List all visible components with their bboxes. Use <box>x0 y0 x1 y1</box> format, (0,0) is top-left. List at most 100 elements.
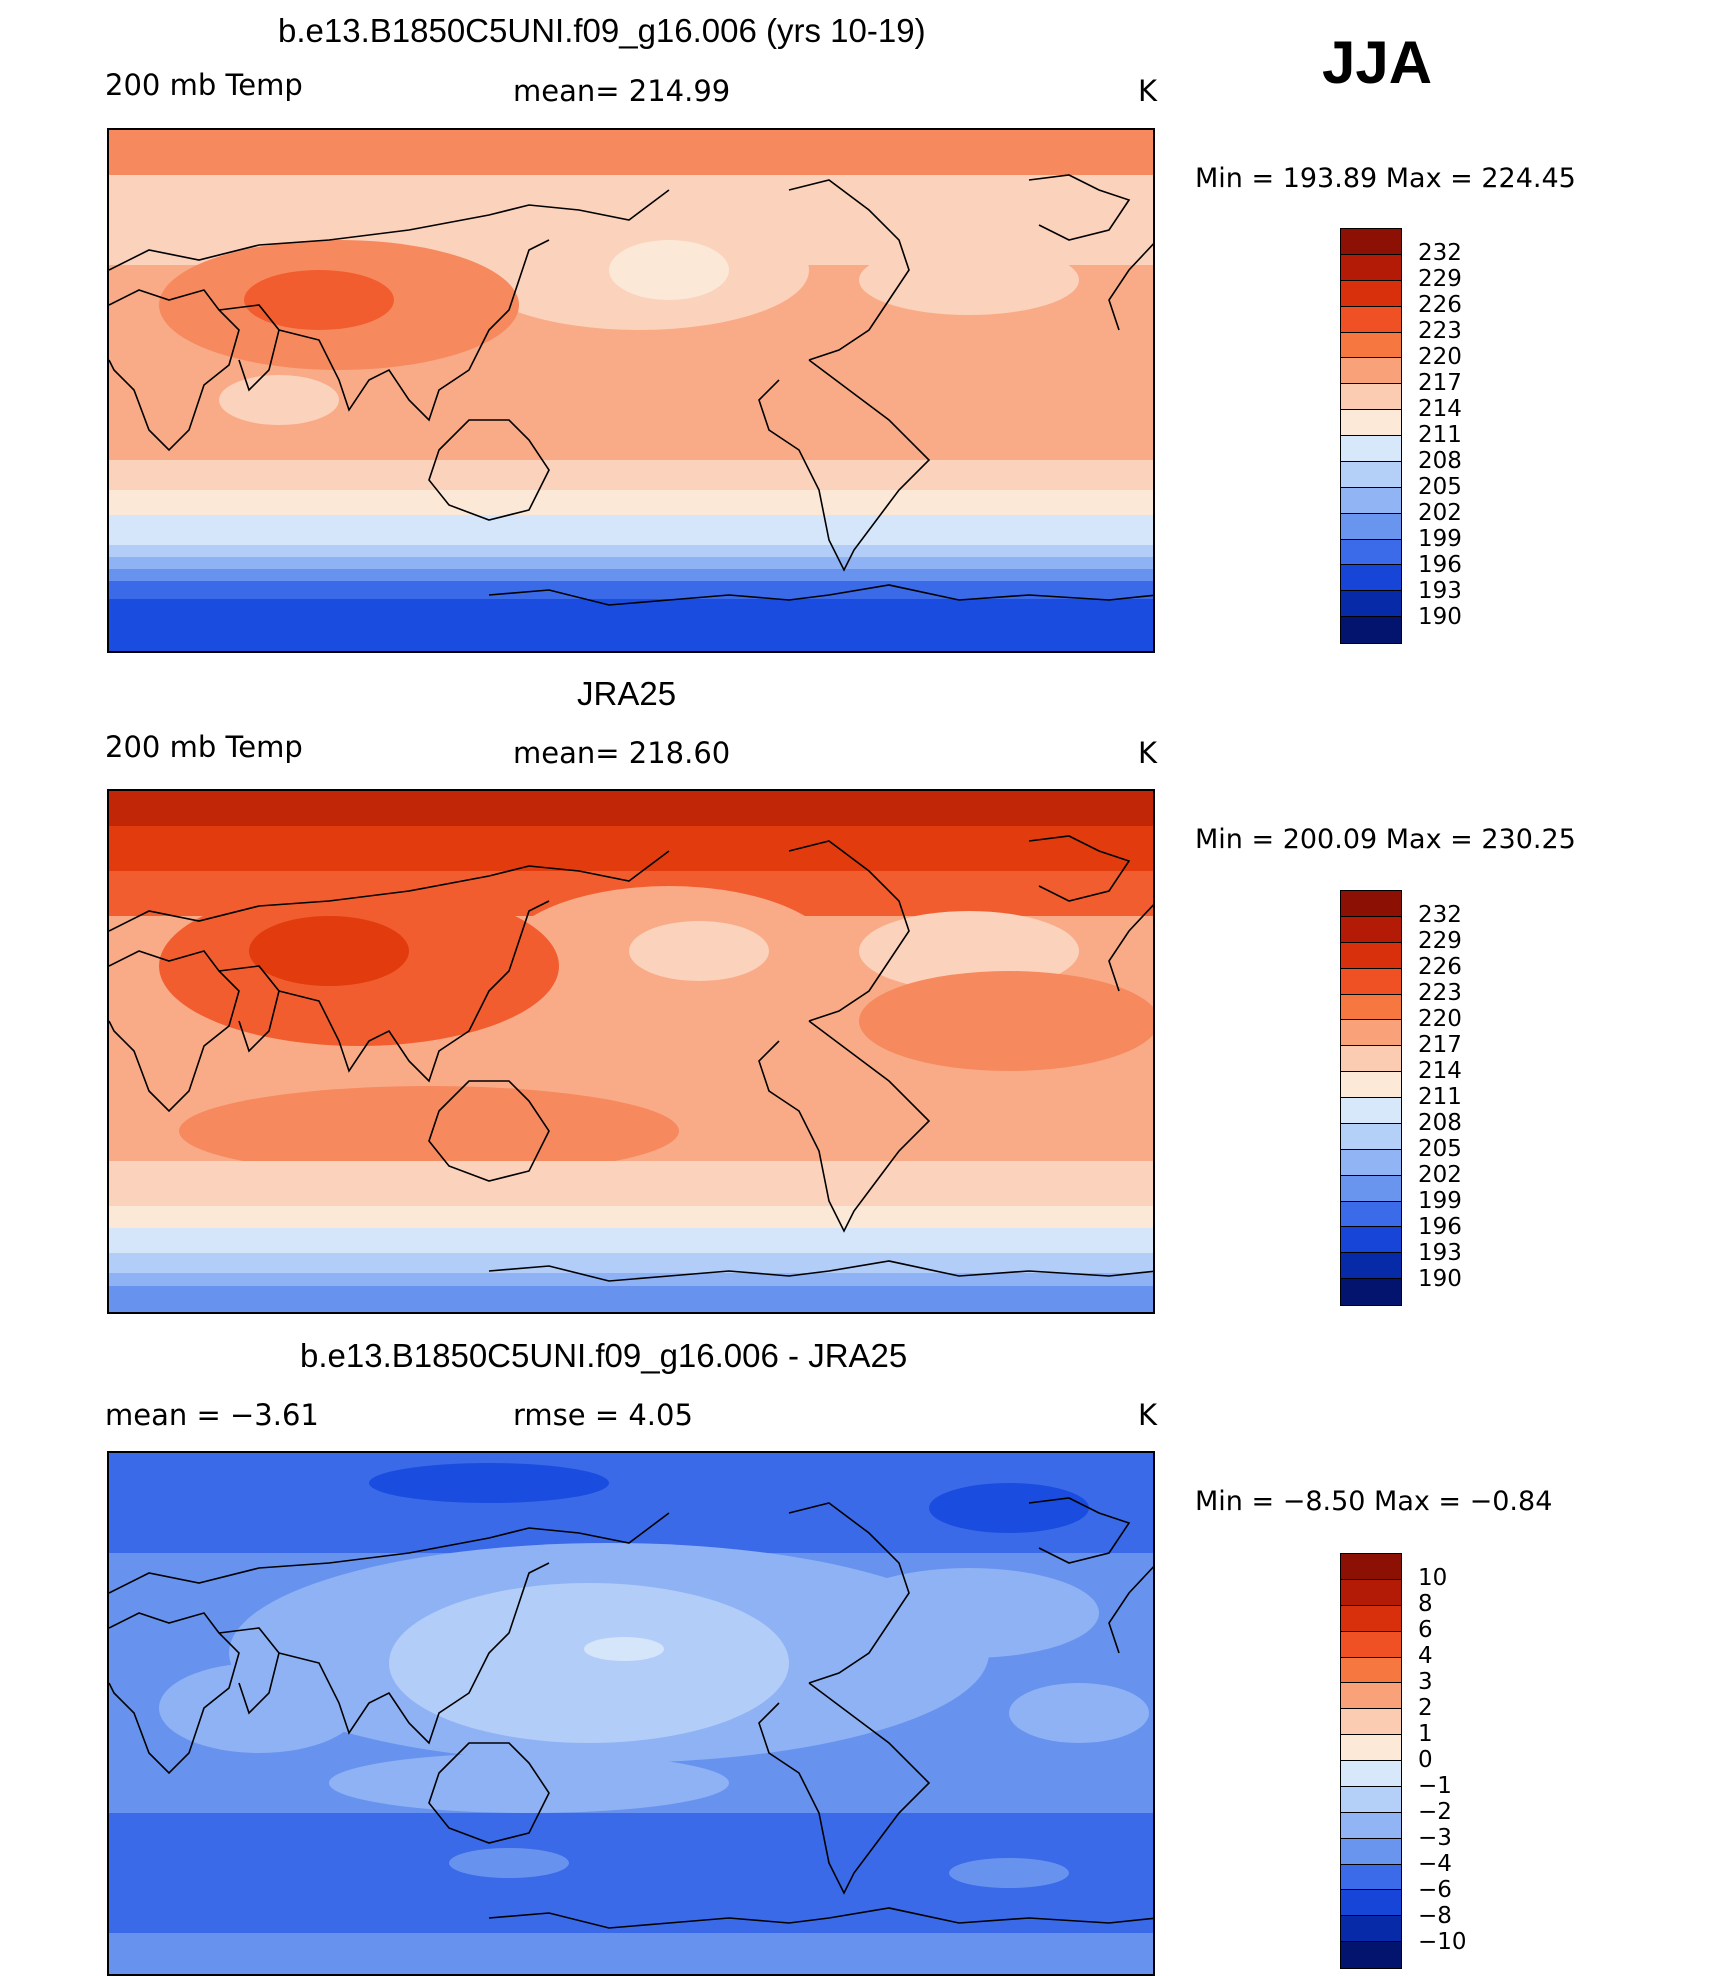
colorbar-segment <box>1341 1761 1401 1787</box>
colorbar-tick-label: 214 <box>1418 396 1462 422</box>
panel3-map <box>107 1451 1155 1976</box>
colorbar-tick-label: 232 <box>1418 902 1462 928</box>
colorbar-tick-label: −8 <box>1418 1903 1452 1929</box>
colorbar-tick-label: 199 <box>1418 526 1462 552</box>
colorbar-segment <box>1341 1605 1401 1632</box>
colorbar-tick-label: 193 <box>1418 578 1462 604</box>
colorbar-tick-label: 190 <box>1418 1266 1462 1292</box>
colorbar-tick-label: 196 <box>1418 552 1462 578</box>
colorbar-tick-label: 10 <box>1418 1565 1448 1591</box>
colorbar-segment <box>1341 916 1401 943</box>
colorbar-segment <box>1341 968 1401 995</box>
colorbar-tick-label: 8 <box>1418 1591 1433 1617</box>
colorbar-segment <box>1341 994 1401 1021</box>
colorbar-tick-label: 196 <box>1418 1214 1462 1240</box>
colorbar-segment <box>1341 1657 1401 1684</box>
colorbar-tick-label: 223 <box>1418 318 1462 344</box>
colorbar-tick-label: 223 <box>1418 980 1462 1006</box>
colorbar-tick-label: 6 <box>1418 1617 1433 1643</box>
colorbar-tick-label: 220 <box>1418 1006 1462 1032</box>
colorbar-tick-label: 229 <box>1418 266 1462 292</box>
colorbar-tick-label: 0 <box>1418 1747 1433 1773</box>
colorbar-segment <box>1341 1098 1401 1124</box>
colorbar-tick-label: −4 <box>1418 1851 1452 1877</box>
panel3-mean-label: mean = −3.61 <box>105 1398 319 1432</box>
colorbar-tick-label: 190 <box>1418 604 1462 630</box>
panel2-unit-label: K <box>1138 736 1158 770</box>
colorbar-segment <box>1341 513 1401 540</box>
panel3-colorbar <box>1340 1553 1402 1969</box>
colorbar-tick-label: 217 <box>1418 1032 1462 1058</box>
colorbar-segment <box>1341 1709 1401 1736</box>
colorbar-segment <box>1341 617 1401 643</box>
panel3-unit-label: K <box>1138 1398 1158 1432</box>
colorbar-segment <box>1341 410 1401 436</box>
panel2-map <box>107 789 1155 1314</box>
colorbar-segment <box>1341 1942 1401 1968</box>
colorbar-tick-label: 1 <box>1418 1721 1433 1747</box>
colorbar-segment <box>1341 1864 1401 1891</box>
colorbar-segment <box>1341 1123 1401 1150</box>
colorbar-tick-label: −6 <box>1418 1877 1452 1903</box>
panel1-min-max: Min = 193.89 Max = 224.45 <box>1195 163 1576 194</box>
colorbar-tick-label: 4 <box>1418 1643 1433 1669</box>
colorbar-tick-label: −3 <box>1418 1825 1452 1851</box>
panel1-colorbar <box>1340 228 1402 644</box>
colorbar-tick-label: 3 <box>1418 1669 1433 1695</box>
colorbar-segment <box>1341 1683 1401 1710</box>
colorbar-segment <box>1341 358 1401 385</box>
colorbar-segment <box>1341 1020 1401 1047</box>
colorbar-segment <box>1341 1175 1401 1202</box>
colorbar-segment <box>1341 1279 1401 1305</box>
panel2-mean-label: mean= 218.60 <box>513 736 731 770</box>
season-label: JJA <box>1322 29 1433 96</box>
colorbar-segment <box>1341 565 1401 592</box>
panel3-min-max: Min = −8.50 Max = −0.84 <box>1195 1486 1553 1517</box>
colorbar-segment <box>1341 1735 1401 1761</box>
colorbar-segment <box>1341 332 1401 359</box>
colorbar-segment <box>1341 1554 1401 1580</box>
colorbar-tick-label: 193 <box>1418 1240 1462 1266</box>
panel3-rmse-label: rmse = 4.05 <box>513 1398 693 1432</box>
colorbar-tick-label: 220 <box>1418 344 1462 370</box>
colorbar-segment <box>1341 1631 1401 1658</box>
colorbar-segment <box>1341 1201 1401 1228</box>
panel1-unit-label: K <box>1138 74 1158 108</box>
colorbar-tick-label: 217 <box>1418 370 1462 396</box>
colorbar-tick-label: 205 <box>1418 1136 1462 1162</box>
colorbar-tick-label: −2 <box>1418 1799 1452 1825</box>
panel3-title: b.e13.B1850C5UNI.f09_g16.006 - JRA25 <box>300 1337 908 1374</box>
colorbar-segment <box>1341 1253 1401 1280</box>
panel2-min-max: Min = 200.09 Max = 230.25 <box>1195 824 1576 855</box>
colorbar-tick-label: 211 <box>1418 1084 1462 1110</box>
panel1-variable-label: 200 mb Temp <box>105 68 303 102</box>
panel2-colorbar <box>1340 890 1402 1306</box>
colorbar-tick-label: 232 <box>1418 240 1462 266</box>
colorbar-tick-label: −10 <box>1418 1929 1467 1955</box>
colorbar-tick-label: 202 <box>1418 500 1462 526</box>
colorbar-tick-label: 211 <box>1418 422 1462 448</box>
colorbar-segment <box>1341 539 1401 566</box>
colorbar-tick-label: 199 <box>1418 1188 1462 1214</box>
panel1-map <box>107 128 1155 653</box>
panel2-variable-label: 200 mb Temp <box>105 730 303 764</box>
colorbar-segment <box>1341 280 1401 307</box>
colorbar-tick-label: 214 <box>1418 1058 1462 1084</box>
colorbar-segment <box>1341 384 1401 411</box>
colorbar-segment <box>1341 436 1401 462</box>
colorbar-segment <box>1341 1838 1401 1865</box>
colorbar-segment <box>1341 1890 1401 1917</box>
colorbar-tick-label: 202 <box>1418 1162 1462 1188</box>
colorbar-segment <box>1341 461 1401 488</box>
colorbar-segment <box>1341 1579 1401 1606</box>
colorbar-segment <box>1341 1812 1401 1839</box>
colorbar-tick-label: −1 <box>1418 1773 1452 1799</box>
colorbar-tick-label: 208 <box>1418 1110 1462 1136</box>
colorbar-segment <box>1341 942 1401 969</box>
colorbar-segment <box>1341 891 1401 917</box>
colorbar-tick-label: 226 <box>1418 954 1462 980</box>
colorbar-segment <box>1341 591 1401 618</box>
colorbar-segment <box>1341 1149 1401 1176</box>
colorbar-tick-label: 226 <box>1418 292 1462 318</box>
colorbar-tick-label: 229 <box>1418 928 1462 954</box>
